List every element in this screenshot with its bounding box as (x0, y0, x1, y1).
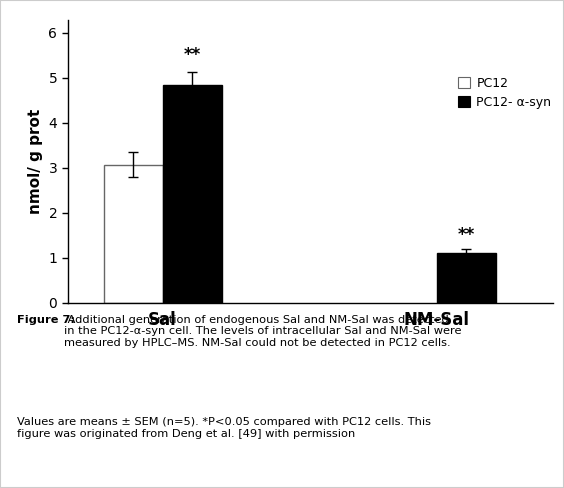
Text: **: ** (183, 46, 201, 64)
Legend: PC12, PC12- α-syn: PC12, PC12- α-syn (457, 77, 552, 109)
Text: **: ** (457, 226, 475, 244)
Bar (104, 164, 162, 303)
Text: Values are means ± SEM (n=5). *P<0.05 compared with PC12 cells. This
figure was : Values are means ± SEM (n=5). *P<0.05 co… (17, 417, 431, 439)
Y-axis label: nmol/ g prot: nmol/ g prot (28, 108, 43, 214)
Bar (162, 84, 222, 303)
Text: Figure 7:: Figure 7: (17, 315, 75, 325)
Text: Additional generation of endogenous Sal and NM-Sal was detected
in the PC12-α-sy: Additional generation of endogenous Sal … (64, 315, 462, 348)
Bar (437, 253, 496, 303)
